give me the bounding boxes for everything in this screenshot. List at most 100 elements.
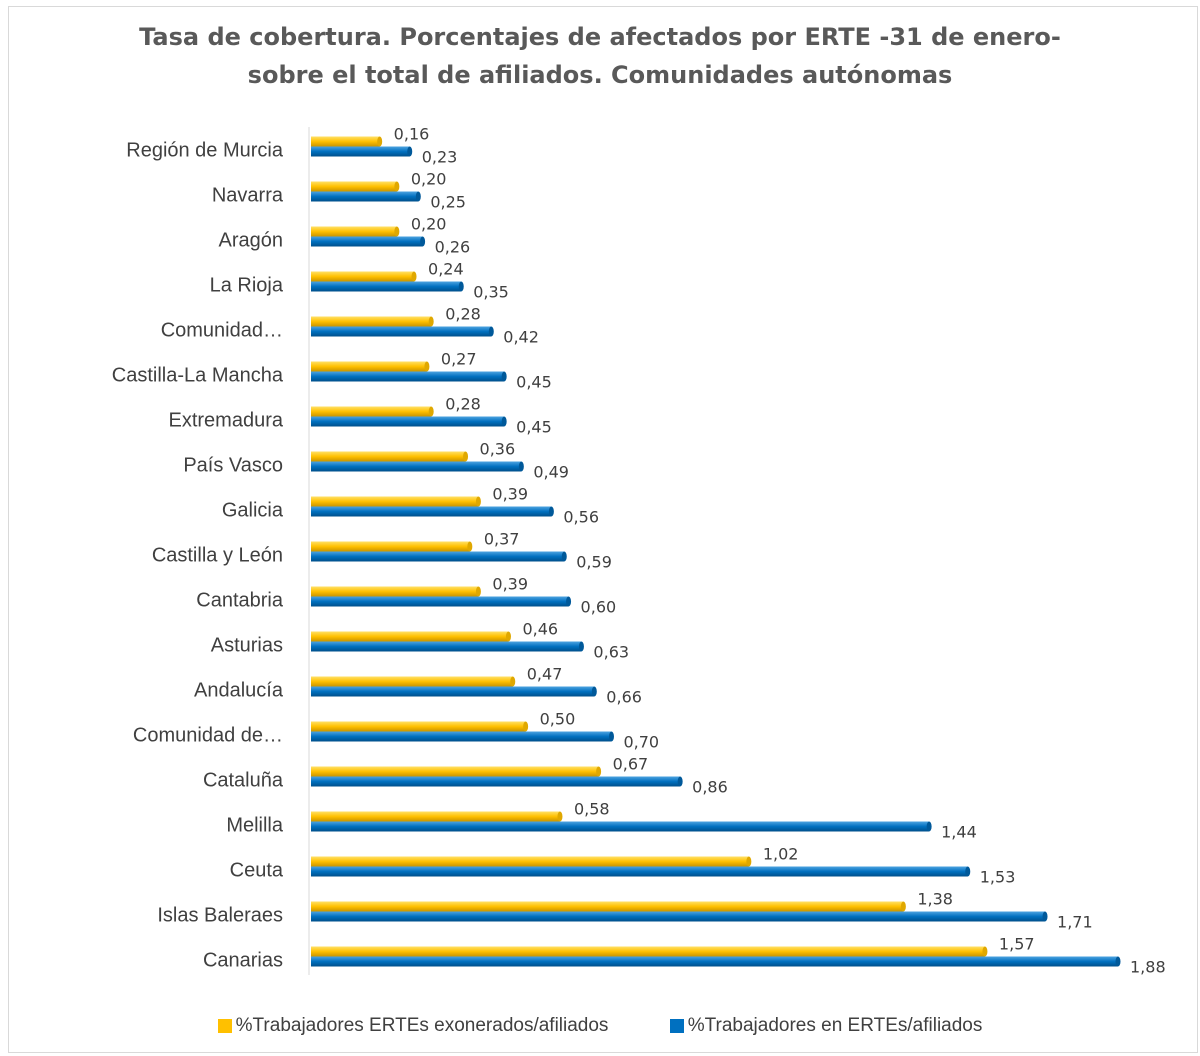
data-label-ertes: 0,49: [533, 463, 569, 482]
bar-ertes: [311, 551, 565, 562]
data-label-ertes: 0,26: [435, 238, 471, 257]
bar-exonerados-cap: [523, 721, 529, 732]
bar-ertes-cap: [488, 326, 494, 337]
bar-ertes: [311, 776, 681, 787]
bar-exonerados: [311, 766, 599, 777]
data-label-ertes: 1,53: [980, 868, 1016, 887]
bar-exonerados-cap: [505, 631, 511, 642]
bar-ertes-cap: [566, 596, 572, 607]
data-label-exonerados: 1,57: [999, 935, 1035, 954]
data-label-exonerados: 1,38: [917, 890, 953, 909]
bar-exonerados-cap: [510, 676, 516, 687]
bar-exonerados: [311, 856, 749, 867]
category-label: País Vasco: [183, 455, 283, 477]
bar-exonerados: [311, 361, 427, 372]
bar-ertes-cap: [926, 821, 932, 832]
bar-exonerados: [311, 541, 470, 552]
legend: %Trabajadores ERTEs exonerados/afiliados…: [0, 1015, 1200, 1039]
category-label: Cataluña: [203, 770, 284, 792]
bar-exonerados-cap: [463, 451, 469, 462]
category-label: Cantabria: [196, 590, 284, 612]
category-label: Comunidad de…: [133, 725, 283, 747]
bar-ertes: [311, 281, 462, 292]
bar-exonerados: [311, 721, 526, 732]
bar-ertes: [311, 506, 552, 517]
data-label-ertes: 0,23: [422, 148, 458, 167]
chart-title: Tasa de cobertura. Porcentajes de afecta…: [0, 18, 1200, 94]
bar-ertes: [311, 191, 419, 202]
data-label-exonerados: 1,02: [763, 845, 799, 864]
bar-exonerados-cap: [596, 766, 602, 777]
bar-ertes-cap: [561, 551, 567, 562]
bar-exonerados-cap: [475, 496, 481, 507]
data-label-exonerados: 0,67: [613, 755, 649, 774]
legend-item-exonerados: %Trabajadores ERTEs exonerados/afiliados: [217, 1015, 609, 1037]
bar-ertes: [311, 236, 423, 247]
category-label: Andalucía: [194, 680, 284, 702]
bar-ertes-cap: [578, 641, 584, 652]
bar-ertes: [311, 146, 410, 157]
bar-ertes-cap: [1042, 911, 1048, 922]
category-label: Melilla: [226, 815, 284, 837]
data-label-exonerados: 0,39: [492, 575, 528, 594]
chart-title-line-1: Tasa de cobertura. Porcentajes de afecta…: [139, 23, 1061, 51]
data-label-exonerados: 0,28: [445, 395, 481, 414]
data-label-exonerados: 0,20: [411, 170, 447, 189]
category-label: Canarias: [203, 950, 283, 972]
data-label-ertes: 0,86: [692, 778, 728, 797]
bar-exonerados-cap: [557, 811, 563, 822]
bar-exonerados: [311, 136, 380, 147]
bar-exonerados: [311, 496, 479, 507]
data-label-exonerados: 0,24: [428, 260, 464, 279]
data-label-exonerados: 0,50: [540, 710, 576, 729]
data-label-ertes: 1,71: [1057, 913, 1093, 932]
data-label-exonerados: 0,28: [445, 305, 481, 324]
category-label: Galicia: [222, 500, 284, 522]
bar-ertes-cap: [458, 281, 464, 292]
data-label-ertes: 0,42: [503, 328, 539, 347]
bar-ertes: [311, 866, 968, 877]
bar-exonerados: [311, 946, 985, 957]
bar-exonerados-cap: [428, 316, 434, 327]
data-label-ertes: 0,45: [516, 373, 552, 392]
bar-exonerados: [311, 676, 513, 687]
category-label: Ceuta: [230, 860, 284, 882]
bar-ertes-cap: [420, 236, 426, 247]
bar-ertes-cap: [608, 731, 614, 742]
bar-exonerados-cap: [411, 271, 417, 282]
chart-title-line-2: sobre el total de afiliados. Comunidades…: [247, 61, 953, 89]
category-label: Extremadura: [169, 410, 284, 432]
data-label-exonerados: 0,16: [394, 125, 430, 144]
legend-swatch-yellow: [217, 1019, 232, 1033]
bar-ertes-cap: [1115, 956, 1121, 967]
data-label-exonerados: 0,37: [484, 530, 520, 549]
data-label-ertes: 0,70: [623, 733, 659, 752]
data-label-ertes: 0,25: [430, 193, 466, 212]
category-label: Navarra: [212, 185, 284, 207]
category-label: Castilla-La Mancha: [112, 365, 284, 387]
bar-exonerados-cap: [467, 541, 473, 552]
bar-ertes: [311, 641, 582, 652]
legend-label-exonerados: %Trabajadores ERTEs exonerados/afiliados: [235, 1015, 609, 1036]
bar-exonerados: [311, 181, 397, 192]
data-label-ertes: 0,45: [516, 418, 552, 437]
bar-ertes: [311, 371, 505, 382]
bar-exonerados-cap: [982, 946, 988, 957]
data-label-exonerados: 0,27: [441, 350, 477, 369]
bar-exonerados: [311, 631, 509, 642]
bar-exonerados-cap: [424, 361, 430, 372]
bar-exonerados-cap: [394, 181, 400, 192]
bar-exonerados: [311, 271, 415, 282]
data-label-ertes: 0,60: [581, 598, 617, 617]
bar-exonerados-cap: [475, 586, 481, 597]
bar-ertes-cap: [518, 461, 524, 472]
data-label-exonerados: 0,47: [527, 665, 563, 684]
category-label: La Rioja: [210, 275, 284, 297]
bar-exonerados: [311, 901, 904, 912]
bar-ertes: [311, 686, 595, 697]
bar-ertes-cap: [501, 416, 507, 427]
legend-item-ertes: %Trabajadores en ERTEs/afiliados: [669, 1015, 982, 1037]
bar-ertes: [311, 416, 505, 427]
data-label-exonerados: 0,39: [492, 485, 528, 504]
